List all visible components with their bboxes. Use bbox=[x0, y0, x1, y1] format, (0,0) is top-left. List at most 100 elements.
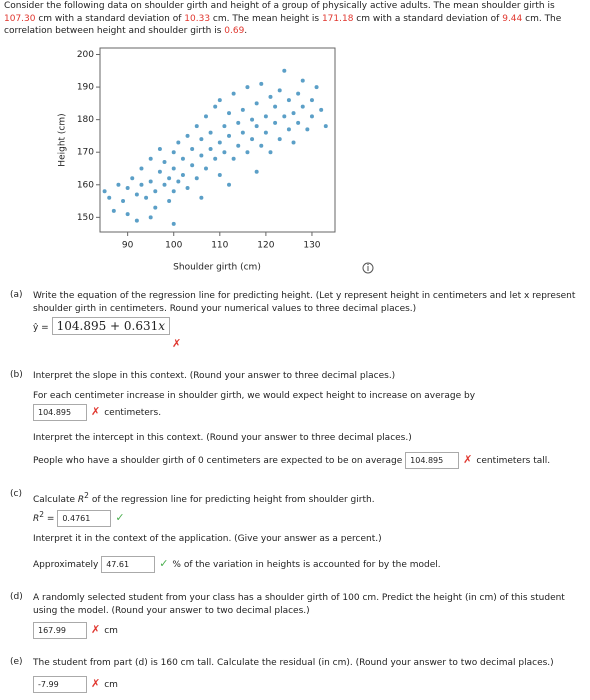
text: Consider the following data on shoulder … bbox=[4, 1, 555, 11]
point bbox=[208, 130, 213, 135]
point bbox=[217, 173, 222, 178]
point bbox=[107, 195, 112, 200]
point bbox=[167, 176, 172, 181]
point bbox=[240, 130, 245, 135]
point bbox=[217, 98, 222, 103]
prompt: Interpret it in the context of the appli… bbox=[33, 534, 382, 544]
point bbox=[309, 98, 314, 103]
point bbox=[144, 195, 149, 200]
point bbox=[153, 189, 158, 194]
text: % of the variation in heights is account… bbox=[172, 560, 441, 570]
point bbox=[319, 107, 324, 112]
answer: 104.895 + 0.631 bbox=[56, 319, 159, 333]
point bbox=[190, 163, 195, 168]
answer-box[interactable]: 47.61 bbox=[101, 556, 156, 573]
exponent: 2 bbox=[84, 491, 89, 500]
point bbox=[153, 205, 158, 210]
point bbox=[162, 182, 167, 187]
point bbox=[203, 114, 208, 119]
point bbox=[125, 212, 130, 217]
text: People who have a shoulder girth of 0 ce… bbox=[33, 456, 403, 466]
point bbox=[171, 166, 176, 171]
point bbox=[171, 150, 176, 155]
unit: cm bbox=[104, 680, 118, 690]
point bbox=[162, 159, 167, 164]
equation-lhs: ŷ = bbox=[33, 323, 49, 333]
answer-box[interactable]: 104.895 bbox=[405, 452, 460, 469]
point bbox=[245, 85, 250, 90]
answer-row: 167.99 ✗ cm bbox=[33, 622, 583, 639]
point bbox=[217, 140, 222, 145]
point bbox=[282, 114, 287, 119]
point bbox=[263, 114, 268, 119]
point bbox=[236, 143, 241, 148]
value: 9.44 bbox=[502, 13, 523, 24]
part-label: (c) bbox=[10, 489, 22, 499]
point bbox=[199, 153, 204, 158]
variable: x bbox=[158, 319, 166, 333]
value: 171.18 bbox=[321, 13, 354, 24]
text: For each centimeter increase in shoulder… bbox=[33, 391, 476, 401]
point bbox=[148, 215, 153, 220]
answer-box[interactable]: 104.895 bbox=[33, 404, 87, 421]
point bbox=[176, 140, 181, 145]
point bbox=[199, 137, 204, 142]
answer-box[interactable]: 0.4761 bbox=[57, 510, 112, 527]
point bbox=[190, 146, 195, 151]
point bbox=[296, 120, 301, 125]
point bbox=[254, 124, 259, 129]
wrong-mark: ✗ bbox=[172, 337, 182, 350]
answer-row: 104.895 ✗ centimeters. bbox=[33, 404, 583, 421]
point bbox=[203, 166, 208, 171]
point bbox=[157, 146, 162, 151]
part-label: (b) bbox=[10, 370, 23, 380]
point bbox=[286, 98, 291, 103]
point bbox=[296, 91, 301, 96]
point bbox=[139, 182, 144, 187]
value: 0.69 bbox=[224, 26, 245, 36]
point bbox=[157, 169, 162, 174]
answer-box[interactable]: 167.99 bbox=[33, 622, 87, 639]
prompt: Interpret the intercept in this context.… bbox=[33, 433, 412, 443]
part-label: (e) bbox=[10, 657, 23, 667]
answer-box[interactable]: -7.99 bbox=[33, 676, 87, 693]
point bbox=[199, 195, 204, 200]
symbol: R bbox=[77, 495, 85, 505]
point bbox=[240, 107, 245, 112]
equation-box[interactable]: 104.895 + 0.631x bbox=[51, 317, 171, 335]
point bbox=[134, 218, 139, 223]
text: Approximately bbox=[33, 560, 99, 570]
point bbox=[250, 117, 255, 122]
point bbox=[245, 150, 250, 155]
x-axis-label: Shoulder girth (cm) bbox=[173, 263, 261, 273]
point bbox=[194, 124, 199, 129]
y-tick-label: 150 bbox=[77, 213, 94, 223]
prompt: The student from part (d) is 160 cm tall… bbox=[33, 658, 554, 668]
point bbox=[277, 137, 282, 142]
info-icon[interactable] bbox=[362, 262, 374, 274]
point bbox=[213, 156, 218, 161]
point bbox=[273, 104, 278, 109]
point bbox=[148, 156, 153, 161]
point bbox=[116, 182, 121, 187]
point bbox=[213, 104, 218, 109]
y-tick-label: 170 bbox=[77, 148, 94, 158]
y-axis-label: Height (cm) bbox=[58, 113, 68, 166]
point bbox=[259, 143, 264, 148]
point bbox=[185, 133, 190, 138]
intro: Consider the following data on shoulder … bbox=[4, 0, 586, 38]
point bbox=[254, 169, 259, 174]
y-tick-label: 190 bbox=[77, 83, 94, 93]
x-tick-label: 100 bbox=[165, 241, 182, 251]
symbol: R bbox=[33, 514, 40, 524]
point bbox=[130, 176, 135, 181]
point bbox=[180, 173, 185, 178]
point bbox=[171, 221, 176, 226]
x-tick-label: 110 bbox=[211, 241, 228, 251]
point bbox=[314, 85, 319, 90]
point bbox=[291, 140, 296, 145]
answer-row: ŷ = 104.895 + 0.631x bbox=[33, 317, 583, 335]
point bbox=[176, 179, 181, 184]
point bbox=[167, 199, 172, 204]
